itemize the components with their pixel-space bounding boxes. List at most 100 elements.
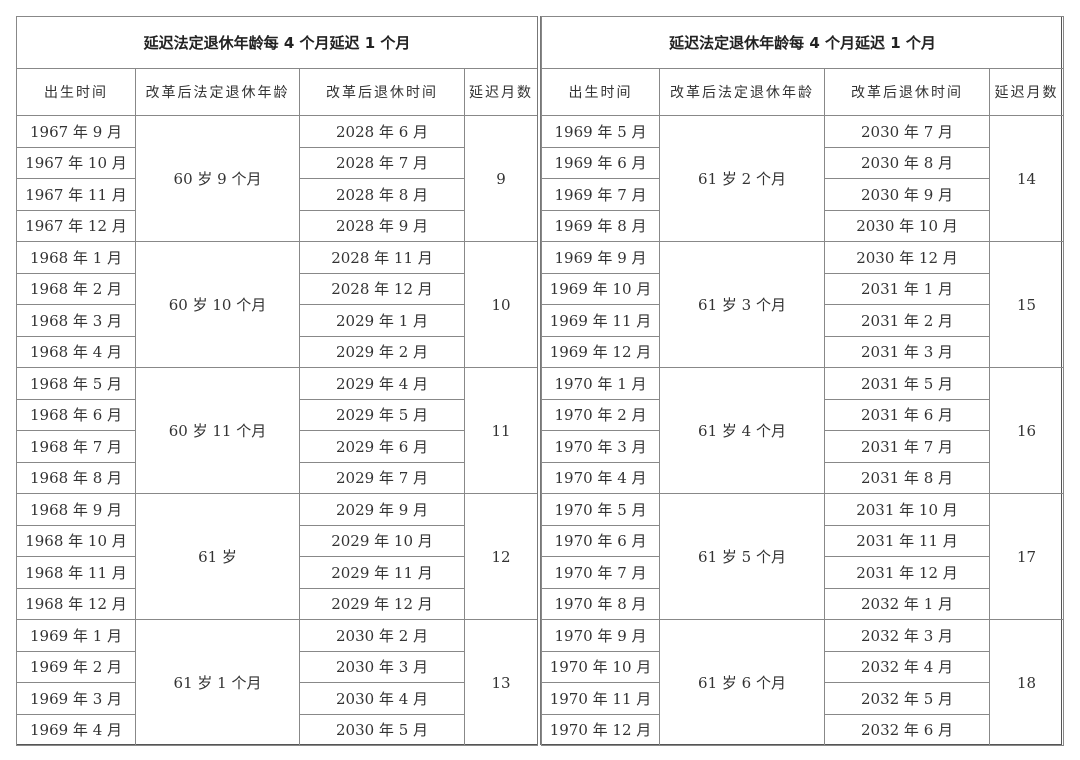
- delay-months-cell: 18: [988, 619, 1065, 746]
- retirement-time-cell: 2031 年 11 月: [824, 524, 990, 557]
- retirement-time-cell: 2029 年 9 月: [299, 493, 465, 526]
- table-row: 1969 年 4 月 2030 年 5 月: [16, 713, 538, 746]
- retirement-age-cell: 61 岁 3 个月: [659, 241, 825, 368]
- retirement-time-cell: 2031 年 3 月: [824, 335, 990, 368]
- birth-time-cell: 1969 年 1 月: [16, 619, 136, 652]
- retirement-age-cell: 61 岁 4 个月: [659, 367, 825, 494]
- retirement-time-cell: 2029 年 11 月: [299, 556, 465, 589]
- retirement-time-cell: 2030 年 10 月: [824, 209, 990, 242]
- birth-time-cell: 1968 年 12 月: [16, 587, 136, 620]
- birth-time-cell: 1967 年 9 月: [16, 115, 136, 148]
- table-row: 1969 年 2 月 2030 年 3 月: [16, 650, 538, 683]
- birth-time-cell: 1968 年 9 月: [16, 493, 136, 526]
- birth-time-cell: 1968 年 1 月: [16, 241, 136, 274]
- retirement-time-cell: 2032 年 5 月: [824, 682, 990, 715]
- table-row: 1970 年 9 月 61 岁 6 个月 2032 年 3 月 18: [541, 619, 1065, 746]
- retirement-time-cell: 2031 年 2 月: [824, 304, 990, 337]
- birth-time-cell: 1968 年 5 月: [16, 367, 136, 400]
- table-row: 1968 年 6 月 2029 年 5 月: [16, 398, 538, 431]
- birth-time-cell: 1970 年 10 月: [541, 650, 660, 683]
- retirement-time-cell: 2032 年 4 月: [824, 650, 990, 683]
- retirement-time-cell: 2030 年 7 月: [824, 115, 990, 148]
- birth-time-cell: 1970 年 2 月: [541, 398, 660, 431]
- retirement-time-cell: 2028 年 11 月: [299, 241, 465, 274]
- birth-time-cell: 1968 年 2 月: [16, 272, 136, 305]
- retirement-time-cell: 2030 年 5 月: [299, 713, 465, 746]
- table-row: 1970 年 10 月 2032 年 4 月: [541, 650, 1064, 683]
- birth-time-cell: 1969 年 11 月: [541, 304, 660, 337]
- retirement-time-cell: 2032 年 6 月: [824, 713, 990, 746]
- table-row: 1969 年 12 月 2031 年 3 月: [541, 335, 1064, 368]
- birth-time-cell: 1970 年 9 月: [541, 619, 660, 652]
- table-row: 1970 年 7 月 2031 年 12 月: [541, 556, 1064, 589]
- table-row: 1970 年 6 月 2031 年 11 月: [541, 524, 1064, 557]
- birth-time-cell: 1969 年 9 月: [541, 241, 660, 274]
- column-header-age: 改革后法定退休年龄: [659, 68, 825, 116]
- birth-time-cell: 1970 年 7 月: [541, 556, 660, 589]
- birth-time-cell: 1969 年 7 月: [541, 178, 660, 211]
- table-row: 1968 年 5 月 60 岁 11 个月 2029 年 4 月 11: [16, 367, 539, 494]
- retirement-time-cell: 2031 年 6 月: [824, 398, 990, 431]
- birth-time-cell: 1968 年 11 月: [16, 556, 136, 589]
- retirement-age-cell: 61 岁 5 个月: [659, 493, 825, 620]
- table-row: 1969 年 1 月 61 岁 1 个月 2030 年 2 月 13: [16, 619, 539, 746]
- retirement-time-cell: 2029 年 2 月: [299, 335, 465, 368]
- birth-time-cell: 1968 年 10 月: [16, 524, 136, 557]
- table-row: 1969 年 10 月 2031 年 1 月: [541, 272, 1064, 305]
- retirement-time-cell: 2030 年 4 月: [299, 682, 465, 715]
- retirement-time-cell: 2032 年 1 月: [824, 587, 990, 620]
- retirement-time-cell: 2028 年 8 月: [299, 178, 465, 211]
- table-row: 1970 年 5 月 61 岁 5 个月 2031 年 10 月 17: [541, 493, 1065, 620]
- retirement-time-cell: 2030 年 3 月: [299, 650, 465, 683]
- birth-time-cell: 1967 年 11 月: [16, 178, 136, 211]
- table-row: 1968 年 8 月 2029 年 7 月: [16, 461, 538, 494]
- retirement-time-cell: 2028 年 7 月: [299, 146, 465, 179]
- birth-time-cell: 1970 年 3 月: [541, 430, 660, 463]
- retirement-age-cell: 61 岁 6 个月: [659, 619, 825, 746]
- table-row: 1969 年 5 月 61 岁 2 个月 2030 年 7 月 14: [541, 115, 1065, 242]
- delay-months-cell: 17: [988, 493, 1065, 620]
- column-header-retire-time: 改革后退休时间: [299, 68, 465, 116]
- birth-time-cell: 1969 年 2 月: [16, 650, 136, 683]
- delay-months-cell: 10: [463, 241, 539, 368]
- retirement-time-cell: 2029 年 7 月: [299, 461, 465, 494]
- retirement-time-cell: 2031 年 7 月: [824, 430, 990, 463]
- birth-time-cell: 1970 年 5 月: [541, 493, 660, 526]
- retirement-time-cell: 2029 年 6 月: [299, 430, 465, 463]
- table-row: 1970 年 2 月 2031 年 6 月: [541, 398, 1064, 431]
- birth-time-cell: 1969 年 10 月: [541, 272, 660, 305]
- column-header-age: 改革后法定退休年龄: [135, 68, 300, 116]
- column-header-delay: 延迟月数: [463, 68, 539, 116]
- birth-time-cell: 1970 年 8 月: [541, 587, 660, 620]
- birth-time-cell: 1968 年 4 月: [16, 335, 136, 368]
- column-header-retire-time: 改革后退休时间: [824, 68, 990, 116]
- retirement-time-cell: 2030 年 12 月: [824, 241, 990, 274]
- table-row: 1970 年 4 月 2031 年 8 月: [541, 461, 1064, 494]
- birth-time-cell: 1968 年 3 月: [16, 304, 136, 337]
- birth-time-cell: 1968 年 7 月: [16, 430, 136, 463]
- retirement-age-cell: 60 岁 9 个月: [135, 115, 300, 242]
- table-row: 1970 年 8 月 2032 年 1 月: [541, 587, 1064, 620]
- table-row: 1967 年 11 月 2028 年 8 月: [16, 178, 538, 211]
- table-divider: [537, 16, 541, 745]
- delay-months-cell: 13: [463, 619, 539, 746]
- retirement-time-cell: 2030 年 8 月: [824, 146, 990, 179]
- table-row: 1967 年 10 月 2028 年 7 月: [16, 146, 538, 179]
- retirement-age-cell: 61 岁 1 个月: [135, 619, 300, 746]
- birth-time-cell: 1969 年 8 月: [541, 209, 660, 242]
- table-row: 1968 年 11 月 2029 年 11 月: [16, 556, 538, 589]
- delay-months-cell: 14: [988, 115, 1065, 242]
- delay-months-cell: 11: [463, 367, 539, 494]
- table-row: 1969 年 3 月 2030 年 4 月: [16, 682, 538, 715]
- birth-time-cell: 1969 年 6 月: [541, 146, 660, 179]
- birth-time-cell: 1970 年 1 月: [541, 367, 660, 400]
- retirement-time-cell: 2028 年 6 月: [299, 115, 465, 148]
- retirement-time-cell: 2031 年 8 月: [824, 461, 990, 494]
- table-row: 1968 年 10 月 2029 年 10 月: [16, 524, 538, 557]
- retirement-time-cell: 2029 年 5 月: [299, 398, 465, 431]
- birth-time-cell: 1970 年 6 月: [541, 524, 660, 557]
- column-header-birth: 出生时间: [541, 68, 660, 116]
- table-title: 延迟法定退休年龄每 4 个月延迟 1 个月: [540, 16, 1065, 69]
- birth-time-cell: 1969 年 5 月: [541, 115, 660, 148]
